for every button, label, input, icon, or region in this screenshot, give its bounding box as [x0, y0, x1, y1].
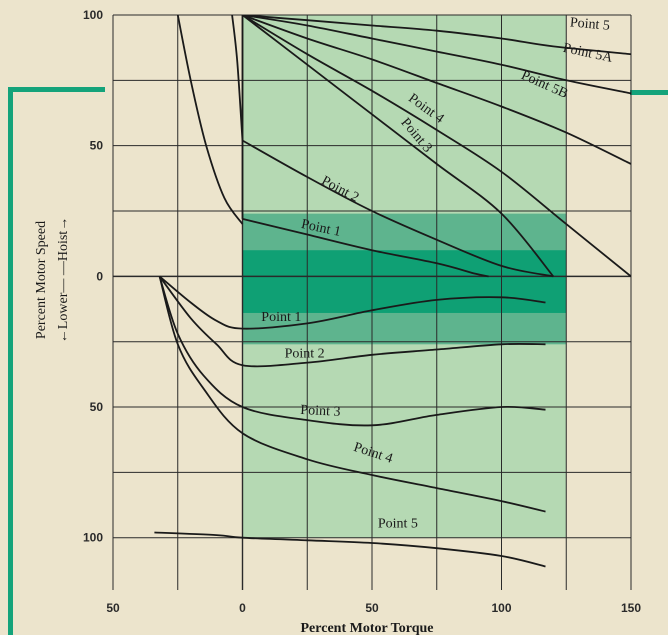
curve-point-5-0	[242, 15, 631, 56]
y-tick-label: 50	[90, 400, 104, 414]
curve-label-9: Point 3	[300, 403, 341, 420]
curve-point-3-9	[158, 276, 546, 427]
top-border-accent-right	[630, 90, 668, 95]
curve-point-1-7	[159, 275, 546, 330]
x-tick-label: 50	[365, 601, 379, 615]
curve-unlabeled-12	[176, 15, 244, 225]
curve-label-0: Point 5	[569, 15, 610, 33]
x-tick-label: 100	[491, 601, 511, 615]
curve-point-4-3	[242, 15, 631, 278]
curve-point-2-5	[242, 139, 554, 278]
x-tick-label: 50	[106, 601, 120, 615]
y-tick-label: 0	[96, 269, 103, 283]
curve-unlabeled-13	[231, 15, 244, 141]
curve-point-1-6	[242, 218, 489, 278]
curve-label-8: Point 2	[285, 346, 325, 361]
shaded-band-dark	[242, 250, 567, 313]
y-tick-label: 50	[90, 139, 104, 153]
curve-label-7: Point 1	[261, 310, 301, 325]
y-tick-label: 100	[83, 8, 103, 22]
top-border-accent-left	[8, 87, 105, 92]
left-border-accent	[8, 87, 13, 635]
y-axis-title: Percent Motor Speed	[34, 221, 49, 339]
curve-point-5a-1	[242, 15, 631, 95]
y-tick-label: 100	[83, 531, 103, 545]
curves	[154, 15, 631, 568]
x-tick-label: 0	[239, 601, 246, 615]
curve-label-11: Point 5	[378, 516, 418, 531]
curve-point-4-10	[158, 276, 546, 513]
curve-point-3-4	[241, 15, 554, 277]
x-axis-title: Percent Motor Torque	[301, 621, 434, 635]
tick-labels: 50 0 50 100 150 100 50 0 50 100	[83, 8, 641, 615]
curve-point-5-11	[154, 531, 546, 568]
y-axis-subtitle: ←Lower— —Hoist→	[56, 217, 71, 343]
curve-point-5b-2	[242, 15, 631, 165]
curve-point-2-8	[158, 275, 546, 368]
x-tick-label: 150	[621, 601, 641, 615]
